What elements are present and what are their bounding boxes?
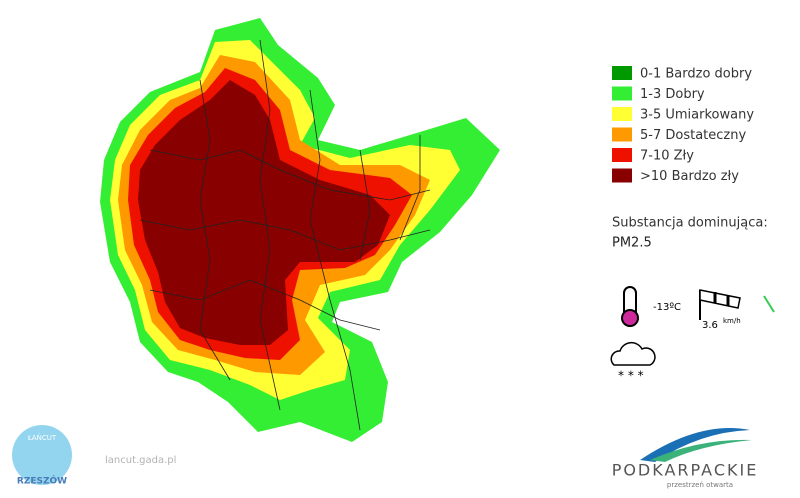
- legend-label: 0-1 Bardzo dobry: [640, 67, 752, 82]
- windsock-icon: [699, 289, 741, 320]
- thermometer-icon: [621, 286, 639, 327]
- legend-label: 3-5 Umiarkowany: [640, 108, 754, 123]
- legend-swatch: [612, 127, 632, 142]
- watermark-city: RZESZÓW: [17, 475, 67, 487]
- legend-swatch: [612, 66, 632, 80]
- legend-swatch: [612, 107, 632, 121]
- logo-tagline: przestrzeń otwarta: [667, 481, 733, 489]
- watermark-url: lancut.gada.pl: [105, 455, 176, 466]
- legend: 0-1 Bardzo dobry 1-3 Dobry 3-5 Umiarkowany…: [612, 66, 754, 184]
- watermark: ŁAŃCUT RZESZÓW lancut.gada.pl: [12, 425, 176, 487]
- wind-arrow: [763, 295, 775, 313]
- snow-cloud-icon: * * *: [610, 341, 656, 383]
- wind-unit: km/h: [723, 317, 741, 325]
- watermark-top: ŁAŃCUT: [27, 433, 57, 442]
- legend-swatch: [612, 148, 632, 162]
- substance-label: Substancja dominująca:: [612, 216, 768, 231]
- legend-label: 5-7 Dostateczny: [640, 128, 746, 143]
- legend-label: 1-3 Dobry: [640, 87, 705, 102]
- legend-label: >10 Bardzo zły: [640, 169, 739, 184]
- temperature: -13ºC: [653, 302, 681, 313]
- zone: [138, 80, 390, 345]
- legend-swatch: [612, 168, 632, 183]
- logo: PODKARPACKIE przestrzeń otwarta: [612, 428, 759, 489]
- air-quality-map: [100, 18, 500, 442]
- svg-text:* * *: * * *: [618, 369, 644, 383]
- legend-swatch: [612, 86, 632, 101]
- legend-label: 7-10 Zły: [640, 149, 694, 164]
- wind-speed: 3.6: [702, 320, 718, 331]
- logo-name: PODKARPACKIE: [612, 461, 759, 480]
- borders: [139, 39, 431, 431]
- substance-value: PM2.5: [612, 236, 652, 251]
